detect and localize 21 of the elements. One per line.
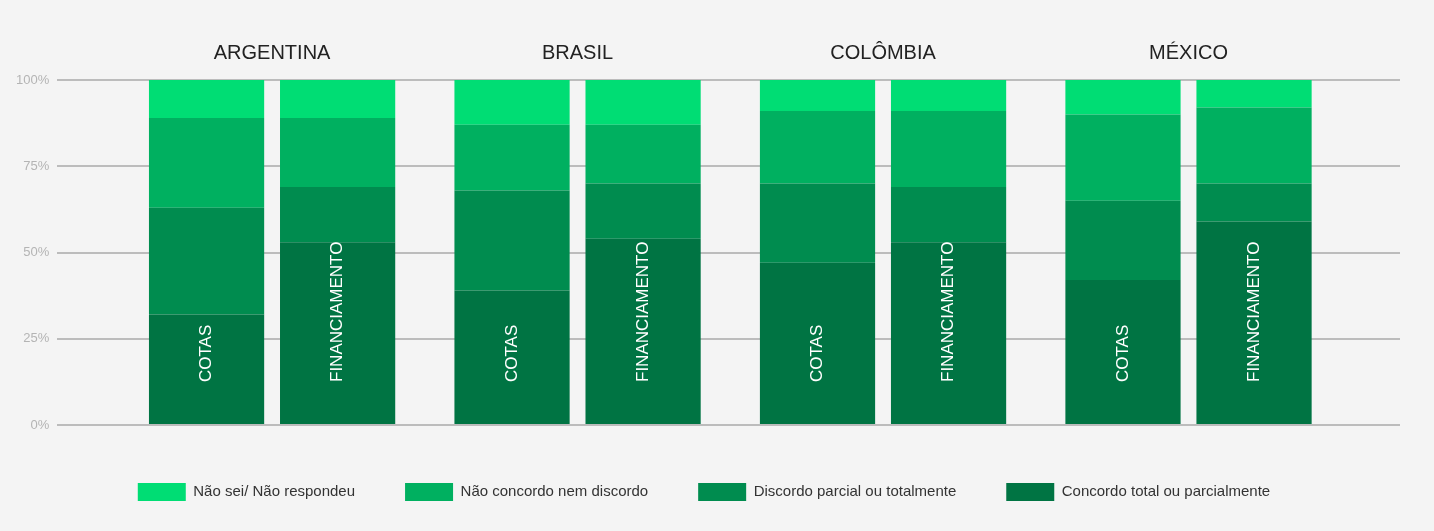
x-tick-label: COTAS (196, 324, 216, 382)
x-tick-label: COTAS (1112, 324, 1132, 382)
x-tick-label: COTAS (807, 324, 827, 382)
y-tick-label: 75% (23, 157, 50, 173)
text: BRASIL (541, 40, 614, 63)
y-tick-label: 25% (23, 330, 50, 346)
text: COLÔMBIA (830, 40, 937, 63)
y-tick-label: 50% (23, 244, 50, 260)
x-tick-label: COTAS (501, 324, 521, 382)
legend-label: Não concordo nem discordo (460, 482, 649, 500)
text: ARGENTINA (213, 40, 332, 63)
y-tick-label: 0% (30, 416, 50, 432)
x-tick-label: FINANCIAMENTO (1243, 241, 1263, 382)
x-tick-label: FINANCIAMENTO (632, 241, 652, 382)
x-tick-label: FINANCIAMENTO (938, 241, 958, 382)
x-tick-label: FINANCIAMENTO (327, 241, 347, 382)
legend-label: Concordo total ou parcialmente (1061, 482, 1271, 500)
text: MÉXICO (1149, 40, 1228, 63)
legend-label: Discordo parcial ou totalmente (753, 482, 957, 500)
y-tick-label: 100% (16, 71, 50, 87)
legend-label: Não sei/ Não respondeu (193, 482, 356, 500)
